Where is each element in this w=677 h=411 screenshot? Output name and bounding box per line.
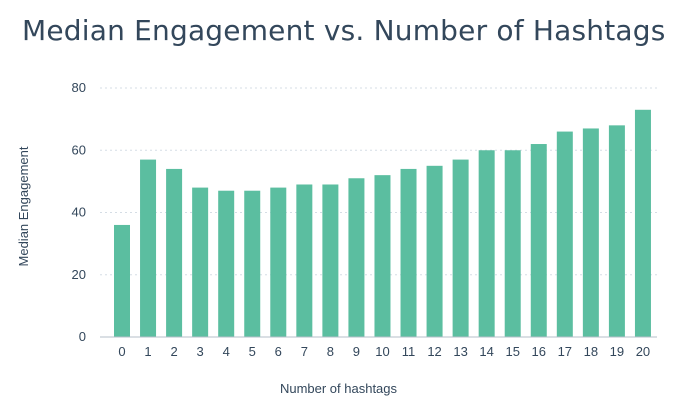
- bar-6: [270, 187, 287, 337]
- x-tick-label: 15: [505, 344, 519, 359]
- x-tick-label: 10: [375, 344, 389, 359]
- bar-13: [452, 159, 469, 337]
- x-tick-label: 3: [197, 344, 204, 359]
- x-tick-label: 12: [427, 344, 441, 359]
- x-tick-label: 7: [301, 344, 308, 359]
- x-tick-label: 9: [353, 344, 360, 359]
- x-tick-label: 16: [532, 344, 546, 359]
- x-tick-label: 11: [402, 344, 416, 359]
- bar-16: [530, 144, 547, 337]
- x-tick-label: 4: [223, 344, 230, 359]
- bar-3: [192, 187, 209, 337]
- x-tick-label: 17: [558, 344, 572, 359]
- bar-19: [608, 125, 625, 337]
- x-tick-label: 14: [479, 344, 493, 359]
- bars: [114, 109, 651, 337]
- chart-title: Median Engagement vs. Number of Hashtags: [22, 14, 666, 47]
- x-tick-labels: 0 1 2 3 4 5 6 7 8 9 10 11 12 13 14 15 16 17 18 19 20: [118, 344, 650, 359]
- x-tick-label: 1: [144, 344, 151, 359]
- bar-8: [322, 184, 339, 337]
- x-tick-label: 8: [327, 344, 334, 359]
- y-tick-label: 0: [79, 329, 86, 344]
- y-tick-labels: 0 20 40 60 80: [72, 80, 86, 344]
- x-tick-label: 20: [636, 344, 650, 359]
- bar-10: [374, 175, 391, 337]
- bar-17: [556, 131, 573, 337]
- x-tick-label: 6: [275, 344, 282, 359]
- bar-18: [582, 128, 599, 337]
- bar-0: [114, 224, 130, 337]
- bar-11: [400, 168, 417, 337]
- y-axis-title: Median Engagement: [16, 146, 31, 266]
- bar-1: [140, 159, 157, 337]
- y-tick-label: 20: [72, 267, 86, 282]
- bar-4: [218, 190, 235, 337]
- bar-20: [634, 109, 651, 337]
- bar-5: [244, 190, 261, 337]
- y-tick-label: 60: [72, 142, 86, 157]
- y-tick-label: 80: [72, 80, 86, 95]
- bar-9: [348, 178, 365, 337]
- bar-15: [504, 150, 521, 337]
- x-tick-label: 19: [610, 344, 624, 359]
- x-tick-label: 2: [170, 344, 177, 359]
- x-tick-label: 13: [453, 344, 467, 359]
- bar-14: [478, 150, 495, 337]
- bar-2: [166, 168, 183, 337]
- bar-12: [426, 165, 443, 337]
- bar-7: [296, 184, 313, 337]
- x-tick-label: 5: [249, 344, 256, 359]
- y-tick-label: 40: [72, 205, 86, 220]
- x-tick-label: 18: [584, 344, 598, 359]
- x-tick-label: 0: [118, 344, 125, 359]
- x-axis-title: Number of hashtags: [280, 381, 398, 396]
